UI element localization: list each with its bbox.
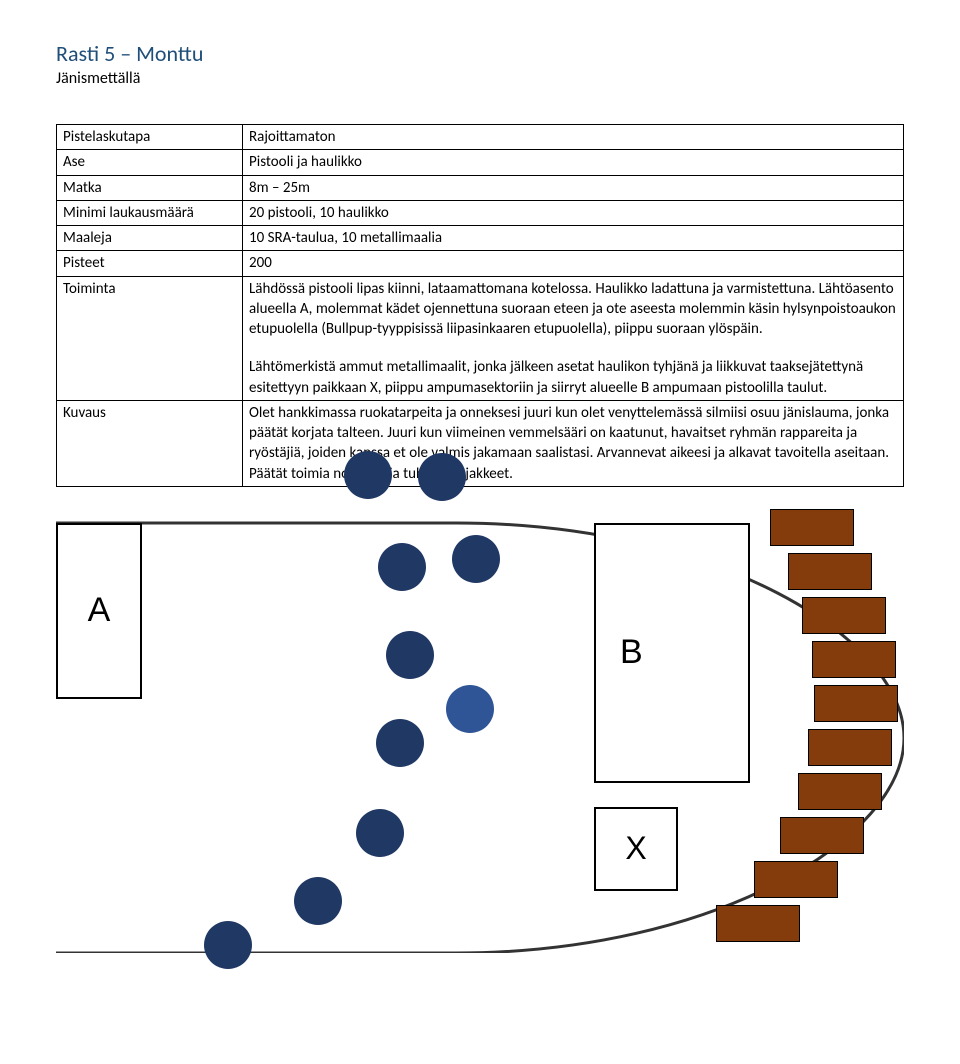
table-row-label: Ase	[57, 150, 243, 175]
sra-target	[780, 817, 864, 854]
metal-target	[378, 543, 426, 591]
table-row-label: Pistelaskutapa	[57, 125, 243, 150]
sra-target	[754, 861, 838, 898]
sra-target	[798, 773, 882, 810]
sra-target	[814, 685, 898, 722]
table-row-value: Rajoittamaton	[243, 125, 904, 150]
page-subtitle: Jänismettällä	[56, 69, 904, 88]
metal-target	[204, 921, 252, 969]
zone-a-label: A	[88, 591, 111, 630]
kuvaus-text: Olet hankkimassa ruokatarpeita ja onneks…	[243, 400, 904, 486]
table-row-value: 8m – 25m	[243, 175, 904, 200]
table-row-label: Minimi laukausmäärä	[57, 200, 243, 225]
info-table: PistelaskutapaRajoittamatonAsePistooli j…	[56, 124, 904, 487]
table-row-value: 200	[243, 251, 904, 276]
page-title: Rasti 5 – Monttu	[56, 40, 904, 67]
metal-target	[386, 631, 434, 679]
sra-target	[808, 729, 892, 766]
metal-target	[356, 809, 404, 857]
metal-target	[418, 453, 466, 501]
zone-b-label: B	[620, 633, 643, 672]
table-row-label: Maaleja	[57, 226, 243, 251]
sra-target	[716, 905, 800, 942]
metal-target	[344, 451, 392, 499]
zone-b-box: B	[594, 523, 750, 783]
sra-target	[770, 509, 854, 546]
metal-target	[376, 719, 424, 767]
zone-a-box: A	[56, 523, 142, 699]
sra-target	[802, 597, 886, 634]
table-row-label: Matka	[57, 175, 243, 200]
metal-target	[294, 877, 342, 925]
table-row-value: 10 SRA-taulua, 10 metallimaalia	[243, 226, 904, 251]
metal-target	[452, 535, 500, 583]
table-row-value: 20 pistooli, 10 haulikko	[243, 200, 904, 225]
toiminta-text: Lähdössä pistooli lipas kiinni, lataamat…	[243, 276, 904, 400]
stage-diagram: A B X	[56, 523, 904, 953]
sra-target	[812, 641, 896, 678]
table-row-label: Toiminta	[57, 276, 243, 400]
table-row-label: Pisteet	[57, 251, 243, 276]
zone-x-box: X	[594, 807, 678, 891]
sra-target	[788, 553, 872, 590]
zone-x-label: X	[625, 830, 646, 867]
table-row-label: Kuvaus	[57, 400, 243, 486]
table-row-value: Pistooli ja haulikko	[243, 150, 904, 175]
metal-target	[446, 685, 494, 733]
